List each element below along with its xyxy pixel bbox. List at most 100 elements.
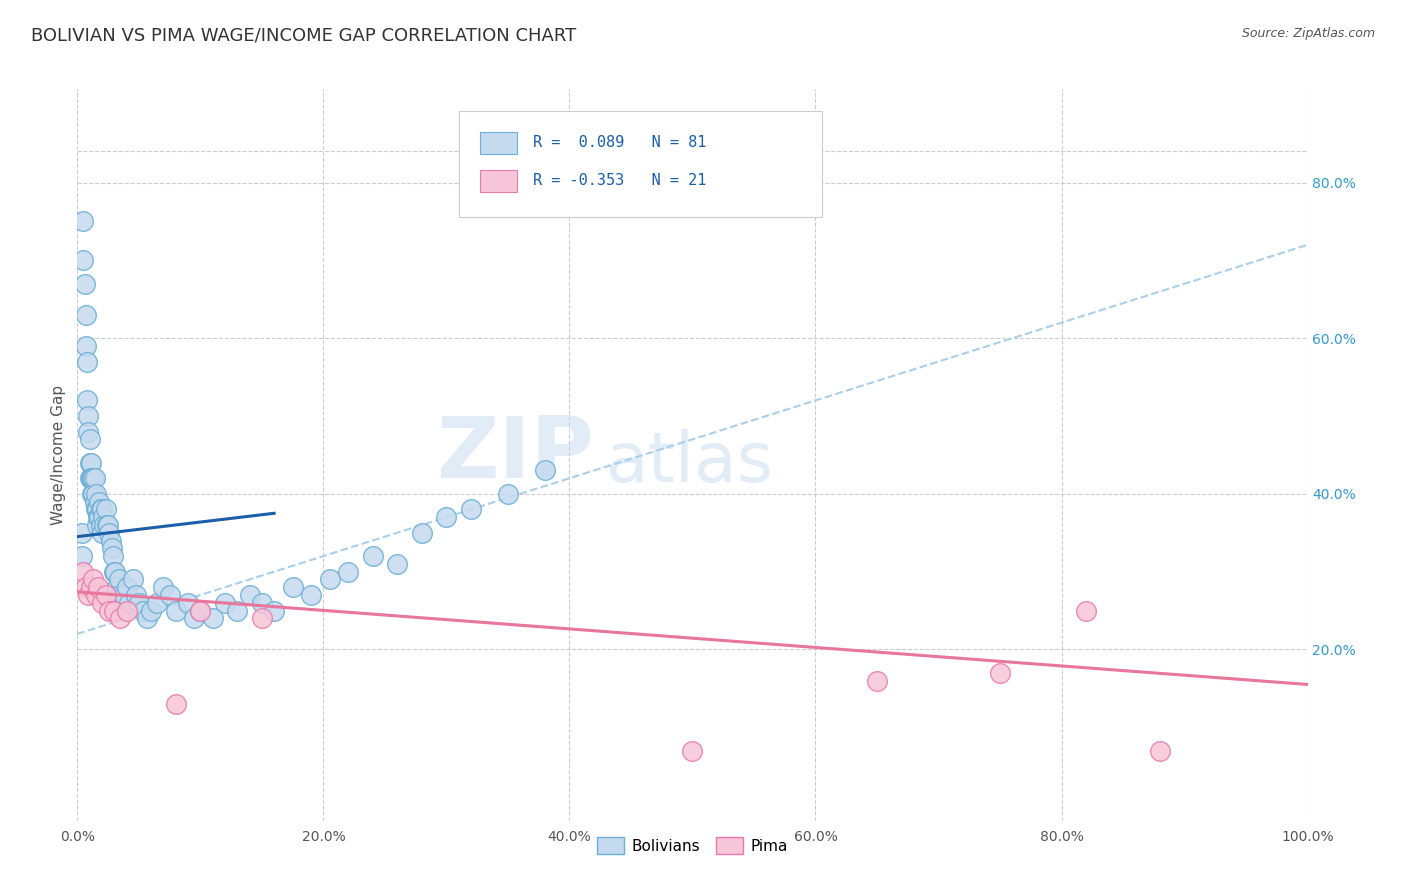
Point bbox=[100, 533, 122, 548]
Point bbox=[128, 596, 150, 610]
Point bbox=[87, 510, 110, 524]
Point bbox=[496, 487, 519, 501]
Point bbox=[82, 471, 104, 485]
Point bbox=[82, 487, 104, 501]
Point bbox=[104, 565, 127, 579]
Point bbox=[75, 308, 97, 322]
Point bbox=[682, 743, 704, 757]
Point bbox=[159, 588, 181, 602]
Point bbox=[82, 487, 104, 501]
Point bbox=[80, 580, 103, 594]
Point bbox=[101, 541, 124, 556]
Point bbox=[299, 588, 322, 602]
Point bbox=[93, 518, 115, 533]
Point bbox=[436, 510, 458, 524]
FancyBboxPatch shape bbox=[479, 169, 516, 192]
Point bbox=[188, 603, 212, 617]
Point bbox=[115, 603, 138, 617]
Point bbox=[108, 573, 131, 587]
Point bbox=[988, 665, 1011, 680]
Point bbox=[72, 214, 94, 228]
Point bbox=[76, 393, 98, 408]
Point bbox=[90, 525, 114, 540]
Point bbox=[82, 471, 104, 485]
Point bbox=[361, 549, 384, 563]
Point bbox=[201, 611, 224, 625]
Point bbox=[90, 502, 114, 516]
Point bbox=[337, 565, 360, 579]
Point bbox=[80, 456, 103, 470]
Point bbox=[79, 433, 101, 447]
Point bbox=[136, 611, 159, 625]
Point bbox=[87, 580, 110, 594]
Point bbox=[188, 603, 212, 617]
Text: atlas: atlas bbox=[606, 429, 775, 496]
Text: R = -0.353   N = 21: R = -0.353 N = 21 bbox=[533, 173, 706, 188]
Text: ZIP: ZIP bbox=[436, 413, 595, 497]
Point bbox=[98, 603, 121, 617]
Text: R =  0.089   N = 81: R = 0.089 N = 81 bbox=[533, 135, 706, 150]
Point bbox=[1076, 603, 1098, 617]
Point bbox=[250, 596, 273, 610]
Point bbox=[90, 502, 112, 516]
Point bbox=[86, 518, 108, 533]
Point bbox=[118, 596, 141, 610]
Point bbox=[103, 603, 125, 617]
Point bbox=[90, 596, 114, 610]
Point bbox=[94, 502, 117, 516]
Point bbox=[80, 471, 103, 485]
Point bbox=[165, 603, 187, 617]
Text: BOLIVIAN VS PIMA WAGE/INCOME GAP CORRELATION CHART: BOLIVIAN VS PIMA WAGE/INCOME GAP CORRELA… bbox=[31, 27, 576, 45]
Text: Source: ZipAtlas.com: Source: ZipAtlas.com bbox=[1241, 27, 1375, 40]
Point bbox=[97, 518, 120, 533]
Point bbox=[112, 588, 135, 602]
Point bbox=[534, 463, 557, 477]
Point bbox=[239, 588, 262, 602]
Point bbox=[77, 588, 100, 602]
Point bbox=[110, 611, 132, 625]
Point bbox=[250, 611, 273, 625]
Y-axis label: Wage/Income Gap: Wage/Income Gap bbox=[51, 384, 66, 525]
Point bbox=[84, 502, 107, 516]
Point bbox=[385, 557, 409, 571]
Point bbox=[125, 588, 148, 602]
Point bbox=[121, 573, 143, 587]
Point bbox=[83, 471, 105, 485]
Point bbox=[72, 565, 94, 579]
Point bbox=[79, 471, 101, 485]
Point bbox=[84, 487, 107, 501]
Point bbox=[214, 596, 236, 610]
Point bbox=[89, 494, 111, 508]
Point bbox=[183, 611, 205, 625]
Point bbox=[281, 580, 304, 594]
Point bbox=[460, 502, 482, 516]
Point bbox=[79, 456, 101, 470]
Point bbox=[96, 518, 118, 533]
Point bbox=[75, 339, 97, 353]
Point bbox=[98, 525, 121, 540]
Point bbox=[146, 596, 169, 610]
Point bbox=[101, 549, 124, 563]
Point bbox=[86, 502, 108, 516]
Point bbox=[1149, 743, 1171, 757]
Point bbox=[83, 494, 105, 508]
Point bbox=[84, 588, 107, 602]
Point bbox=[115, 580, 138, 594]
Point bbox=[89, 510, 111, 524]
Point bbox=[177, 596, 200, 610]
Point bbox=[105, 580, 128, 594]
Point bbox=[165, 697, 187, 711]
FancyBboxPatch shape bbox=[458, 112, 821, 218]
Point bbox=[103, 565, 125, 579]
Point bbox=[318, 573, 340, 587]
Point bbox=[110, 588, 132, 602]
Point bbox=[91, 510, 114, 524]
Point bbox=[76, 354, 98, 368]
Point bbox=[141, 603, 163, 617]
Point bbox=[131, 603, 153, 617]
Point bbox=[111, 596, 134, 610]
Point bbox=[90, 518, 112, 533]
Point bbox=[77, 409, 100, 423]
Point bbox=[77, 425, 100, 439]
Point bbox=[70, 525, 93, 540]
